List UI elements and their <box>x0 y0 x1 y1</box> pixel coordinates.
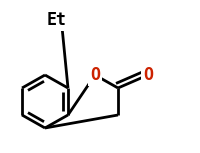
Text: O: O <box>142 66 152 84</box>
Text: Et: Et <box>47 11 67 29</box>
Text: O: O <box>90 66 100 84</box>
